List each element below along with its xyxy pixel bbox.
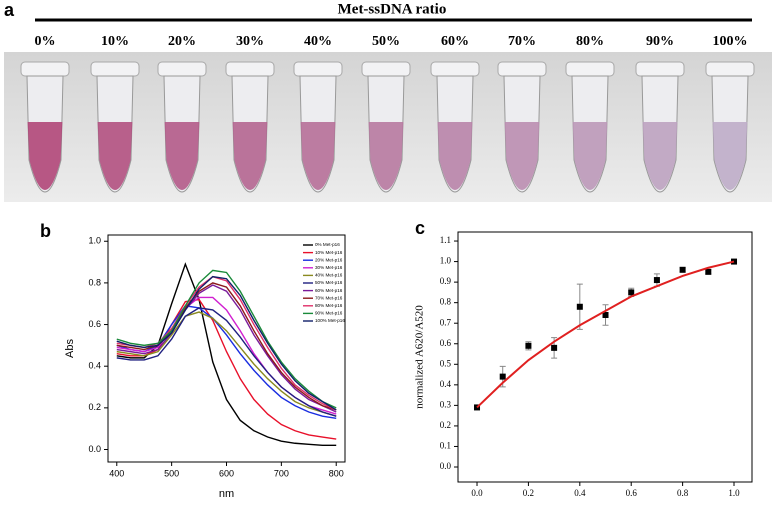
- data-point: [705, 268, 712, 275]
- legend-label: 60% Met-p16: [315, 288, 343, 293]
- y-tick-label: 0.7: [440, 317, 452, 327]
- ratio-label: 40%: [304, 34, 332, 49]
- legend-label: 30% Met-p16: [315, 265, 343, 270]
- spectrum-line: [116, 307, 337, 417]
- tube-liquid: [27, 122, 63, 190]
- tube-liquid: [164, 122, 200, 190]
- y-tick-label: 0.3: [440, 399, 452, 409]
- x-tick-label: 1.0: [728, 488, 740, 498]
- spectrum-line: [116, 269, 337, 409]
- legend-label: 50% Met-p16: [315, 280, 343, 285]
- y-tick-label: 1.0: [88, 236, 101, 246]
- panel-title: Met-ssDNA ratio: [338, 1, 447, 17]
- tube-cap: [635, 61, 685, 77]
- spectrum-line: [116, 275, 337, 411]
- x-tick-label: 0.4: [574, 488, 586, 498]
- ratio-label: 30%: [236, 34, 264, 49]
- y-tick-label: 0.8: [440, 297, 452, 307]
- y-tick-label: 0.6: [440, 338, 452, 348]
- x-tick-label: 400: [109, 468, 124, 478]
- tube-liquid: [572, 122, 608, 190]
- x-tick-label: 0.0: [471, 488, 483, 498]
- ratio-label: 80%: [576, 34, 604, 49]
- tube-liquid: [712, 122, 748, 190]
- tube-liquid: [300, 122, 336, 190]
- ratio-label: 50%: [372, 34, 400, 49]
- tube-cap: [225, 61, 275, 77]
- tube-liquid: [368, 122, 404, 190]
- ratio-label: 60%: [441, 34, 469, 49]
- y-tick-label: 0.9: [440, 276, 452, 286]
- legend-label: 10% Met-p16: [315, 250, 343, 255]
- y-tick-label: 1.1: [440, 235, 451, 245]
- x-tick-label: 500: [164, 468, 179, 478]
- data-point: [525, 342, 532, 349]
- x-tick-label: 800: [329, 468, 344, 478]
- y-tick-label: 0.0: [440, 461, 452, 471]
- tube-liquid: [504, 122, 540, 190]
- x-tick-label: 700: [274, 468, 289, 478]
- y-tick-label: 0.4: [440, 379, 452, 389]
- fit-curve: [476, 260, 735, 409]
- data-point: [551, 344, 558, 351]
- ratio-label: 90%: [646, 34, 674, 49]
- panel-label: c: [415, 218, 425, 238]
- data-point: [499, 373, 506, 380]
- y-tick-label: 0.0: [88, 444, 101, 454]
- tube-liquid: [437, 122, 473, 190]
- data-point: [602, 311, 609, 318]
- panel-label: b: [40, 221, 51, 241]
- y-tick-label: 0.2: [440, 420, 451, 430]
- y-tick-label: 0.8: [88, 277, 101, 287]
- ratio-label: 10%: [101, 34, 129, 49]
- x-tick-label: 0.2: [523, 488, 534, 498]
- tube-liquid: [642, 122, 678, 190]
- y-tick-label: 1.0: [440, 256, 452, 266]
- legend-label: 90% Met-p16: [315, 311, 343, 316]
- data-point: [628, 289, 635, 296]
- x-tick-label: 0.8: [677, 488, 689, 498]
- tube-cap: [565, 61, 615, 77]
- x-axis-label: nm: [219, 488, 234, 500]
- y-axis-label: normalized A620/A520: [414, 305, 426, 409]
- ratio-label: 0%: [35, 34, 56, 49]
- ratio-label: 100%: [713, 34, 748, 49]
- tube-cap: [497, 61, 547, 77]
- tube-liquid: [97, 122, 133, 190]
- y-tick-label: 0.1: [440, 441, 451, 451]
- tube-cap: [361, 61, 411, 77]
- y-tick-label: 0.6: [88, 319, 101, 329]
- y-tick-label: 0.5: [440, 358, 452, 368]
- ratio-label: 20%: [168, 34, 196, 49]
- tube-liquid: [232, 122, 268, 190]
- legend-label: 40% Met-p16: [315, 273, 343, 278]
- x-tick-label: 600: [219, 468, 234, 478]
- legend-label: 0% Met-p16: [315, 242, 340, 247]
- legend-label: 100% Met-p16: [315, 318, 345, 323]
- tube-cap: [293, 61, 343, 77]
- y-axis-label: Abs: [64, 339, 76, 358]
- panel-label: a: [4, 0, 15, 20]
- y-tick-label: 0.2: [88, 402, 101, 412]
- legend-label: 70% Met-p16: [315, 295, 343, 300]
- tube-cap: [20, 61, 70, 77]
- spectrum-line: [116, 284, 337, 413]
- y-tick-label: 0.4: [88, 361, 101, 371]
- tube-cap: [430, 61, 480, 77]
- plot-frame: [457, 231, 753, 483]
- spectrum-line: [116, 311, 337, 417]
- legend-label: 20% Met-p16: [315, 257, 343, 262]
- data-point: [576, 303, 583, 310]
- x-tick-label: 0.6: [626, 488, 638, 498]
- tube-cap: [90, 61, 140, 77]
- data-point: [653, 277, 660, 284]
- tube-cap: [705, 61, 755, 77]
- legend-label: 80% Met-p16: [315, 303, 343, 308]
- ratio-label: 70%: [508, 34, 536, 49]
- tube-cap: [157, 61, 207, 77]
- data-point: [679, 266, 686, 273]
